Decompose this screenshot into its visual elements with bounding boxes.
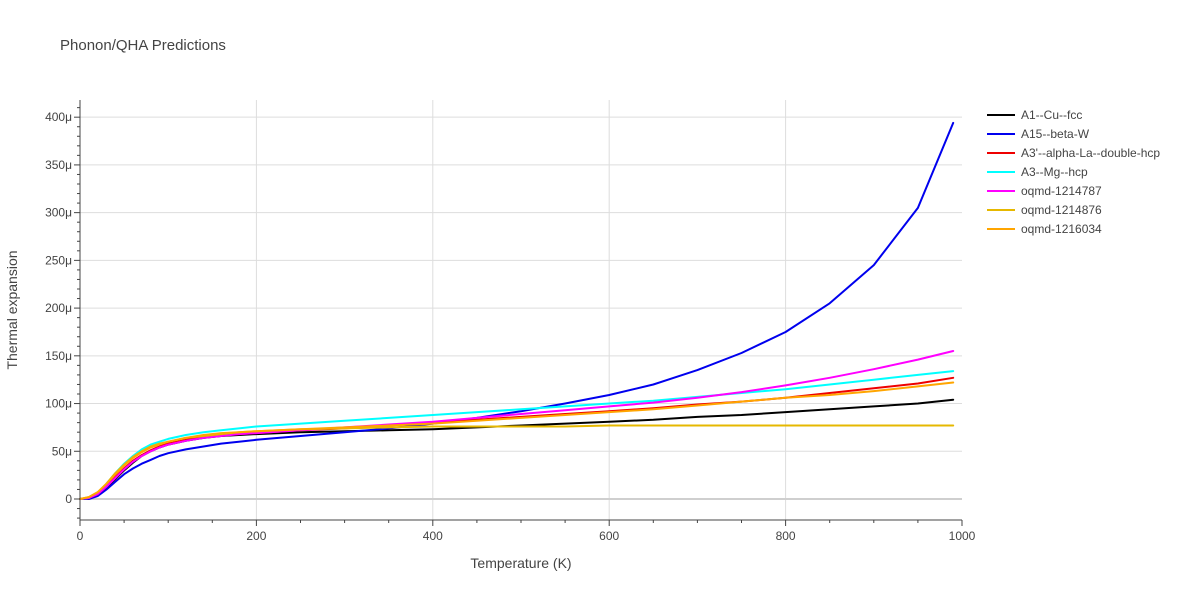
x-tick-label: 800 [776,529,796,543]
series-line[interactable] [79,350,955,500]
y-tick-label: 400μ [45,110,72,124]
series-line[interactable] [79,121,955,500]
x-axis-title: Temperature (K) [470,555,571,571]
series-line[interactable] [79,381,955,500]
legend-label: A15--beta-W [1021,127,1090,141]
legend[interactable]: A1--Cu--fcc A15--beta-W A3'--alpha-La--dou… [987,108,1160,236]
x-tick-label: 400 [423,529,443,543]
y-tick-label: 200μ [45,301,72,315]
y-tick-label: 150μ [45,349,72,363]
x-tick-label: 0 [77,529,84,543]
y-tick-label: 300μ [45,206,72,220]
y-tick-label: 50μ [52,444,72,458]
legend-label: A3--Mg--hcp [1021,165,1088,179]
legend-label: oqmd-1216034 [1021,222,1102,236]
chart-title: Phonon/QHA Predictions [60,37,226,54]
y-tick-label: 250μ [45,253,72,267]
legend-item[interactable]: A1--Cu--fcc [987,108,1082,122]
axes: 0 200 400 600 800 1000 0 50μ 100μ 150μ 200μ 250μ 300… [45,100,976,543]
series-lines [79,121,955,500]
gridlines [80,100,962,520]
legend-label: A3'--alpha-La--double-hcp [1021,146,1160,160]
legend-label: oqmd-1214787 [1021,184,1102,198]
legend-item[interactable]: A3--Mg--hcp [987,165,1088,179]
x-tick-label: 1000 [949,529,976,543]
legend-item[interactable]: A3'--alpha-La--double-hcp [987,146,1160,160]
y-tick-label: 100μ [45,397,72,411]
legend-item[interactable]: oqmd-1214787 [987,184,1102,198]
legend-item[interactable]: oqmd-1216034 [987,222,1102,236]
legend-item[interactable]: A15--beta-W [987,127,1090,141]
x-tick-label: 200 [246,529,266,543]
legend-label: A1--Cu--fcc [1021,108,1082,122]
y-tick-label: 0 [65,492,72,506]
legend-item[interactable]: oqmd-1214876 [987,203,1102,217]
legend-label: oqmd-1214876 [1021,203,1102,217]
y-tick-label: 350μ [45,158,72,172]
x-tick-label: 600 [599,529,619,543]
y-axis-title: Thermal expansion [4,250,20,369]
